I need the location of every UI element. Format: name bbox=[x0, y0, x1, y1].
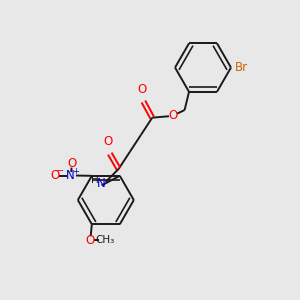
Text: O: O bbox=[137, 83, 146, 96]
Text: +: + bbox=[72, 167, 79, 176]
Text: Br: Br bbox=[235, 61, 248, 74]
Text: O: O bbox=[51, 169, 60, 182]
Text: −: − bbox=[56, 166, 64, 176]
Text: O: O bbox=[68, 157, 77, 170]
Text: H: H bbox=[91, 175, 99, 184]
Text: N: N bbox=[66, 169, 75, 182]
Text: CH₃: CH₃ bbox=[95, 236, 114, 245]
Text: O: O bbox=[169, 109, 178, 122]
Text: O: O bbox=[86, 234, 95, 247]
Text: N: N bbox=[97, 177, 106, 190]
Text: O: O bbox=[104, 135, 113, 148]
